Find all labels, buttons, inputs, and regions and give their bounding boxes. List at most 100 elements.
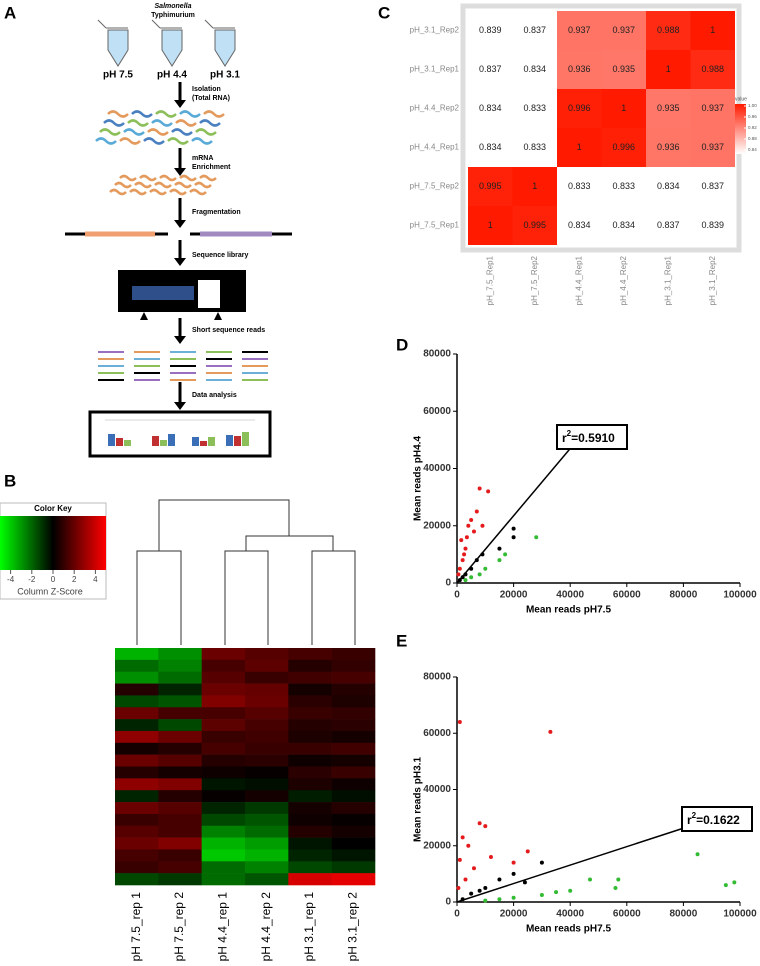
corr-cell (690, 167, 735, 206)
heat-cell (201, 873, 246, 886)
dendrogram (158, 499, 290, 551)
heat-cell (331, 813, 376, 827)
heat-cell (331, 837, 376, 850)
corr-cell (557, 206, 602, 245)
corr-cell (468, 206, 513, 245)
corr-value: 1 (710, 25, 715, 35)
corr-value: 0.996 (612, 142, 635, 152)
point (464, 535, 469, 540)
organism: Salmonella (155, 3, 192, 10)
column-label: pH 7.5_rep 2 (172, 892, 186, 962)
corr-value: 0.937 (612, 25, 635, 35)
corr-value: 0.996 (568, 103, 591, 113)
rna (147, 128, 169, 136)
arrow-head (174, 100, 186, 108)
arrow-head (174, 336, 186, 344)
heat-cell (201, 707, 246, 720)
legend-title: value (735, 96, 747, 102)
heat-cell (115, 742, 159, 755)
heat-cell (201, 683, 246, 696)
point (483, 885, 488, 890)
regression-line (456, 827, 685, 903)
legend-tick-label: 0.92 (748, 125, 757, 130)
dendrogram (224, 550, 269, 645)
corr-value: 0.834 (479, 142, 502, 152)
corr-value: 0.935 (657, 103, 680, 113)
heat-cell (331, 707, 376, 720)
heat-cell (115, 695, 159, 708)
rna (203, 110, 225, 118)
annotation: r2=0.5910 (562, 429, 615, 445)
analysis-bar (160, 440, 167, 446)
corr-cell (512, 50, 557, 89)
corr-value: 0.833 (523, 103, 546, 113)
point (456, 572, 461, 577)
x-tick-label: 0 (454, 909, 460, 920)
heat-cell (115, 778, 159, 791)
x-tick-label: 100000 (723, 590, 757, 601)
tube-lid (97, 19, 128, 29)
key-tick-label: 4 (93, 575, 98, 584)
arrow-head (174, 402, 186, 410)
heat-cell (331, 742, 376, 755)
corr-cell (557, 11, 602, 50)
heat-cell (245, 671, 289, 684)
heat-cell (288, 802, 332, 815)
heat-cell (331, 671, 376, 684)
mrna (129, 188, 147, 196)
point (497, 877, 502, 882)
heat-cell (331, 849, 376, 862)
col-label: pH_7.5_Rep1 (485, 255, 494, 305)
sequencer-foot (214, 312, 222, 320)
step-label: Data analysis (192, 392, 237, 399)
analysis-bar (108, 434, 115, 446)
heat-cell (201, 861, 246, 874)
corr-value: 0.837 (657, 220, 680, 230)
annotation-part: 2 (567, 429, 572, 438)
corr-cell (646, 167, 691, 206)
point (616, 877, 621, 882)
heat-cell (115, 813, 159, 827)
corr-value: 1 (621, 103, 626, 113)
corr-cell (601, 50, 646, 89)
point (460, 558, 465, 563)
corr-value: 0.834 (479, 103, 502, 113)
heat-cell (201, 695, 246, 708)
sample-label: pH 7.5 (103, 70, 133, 81)
mrna (194, 181, 212, 189)
step-label: mRNA (192, 155, 213, 162)
corr-value: 0.988 (657, 25, 680, 35)
corr-cell (557, 50, 602, 89)
mrna (139, 174, 157, 182)
heat-cell (245, 790, 289, 803)
x-tick-label: 80000 (669, 909, 697, 920)
col-label: pH_4.4_Rep2 (619, 255, 628, 305)
rna (119, 137, 141, 145)
heat-cell (158, 837, 202, 850)
point (497, 546, 502, 551)
rna (199, 119, 221, 127)
heat-cell (115, 730, 159, 744)
tube (107, 29, 129, 67)
point (463, 572, 468, 577)
heat-cell (245, 695, 289, 708)
heat-cell (331, 695, 376, 708)
heat-cell (201, 849, 246, 862)
sequencer-part (132, 286, 194, 300)
corr-value: 0.839 (479, 25, 502, 35)
heat-cell (201, 648, 246, 661)
point (497, 558, 502, 563)
corr-cell (601, 167, 646, 206)
heat-cell (288, 813, 332, 827)
annotation-part: r (562, 431, 567, 445)
heat-cell (115, 766, 159, 779)
heat-cell (245, 778, 289, 791)
rna (143, 137, 165, 145)
heat-cell (201, 742, 246, 755)
mrna (134, 181, 152, 189)
point (613, 885, 618, 890)
point (457, 857, 462, 862)
color-key-title: Color Key (34, 504, 72, 513)
tube-lid (151, 19, 182, 29)
heat-cell (331, 659, 376, 672)
